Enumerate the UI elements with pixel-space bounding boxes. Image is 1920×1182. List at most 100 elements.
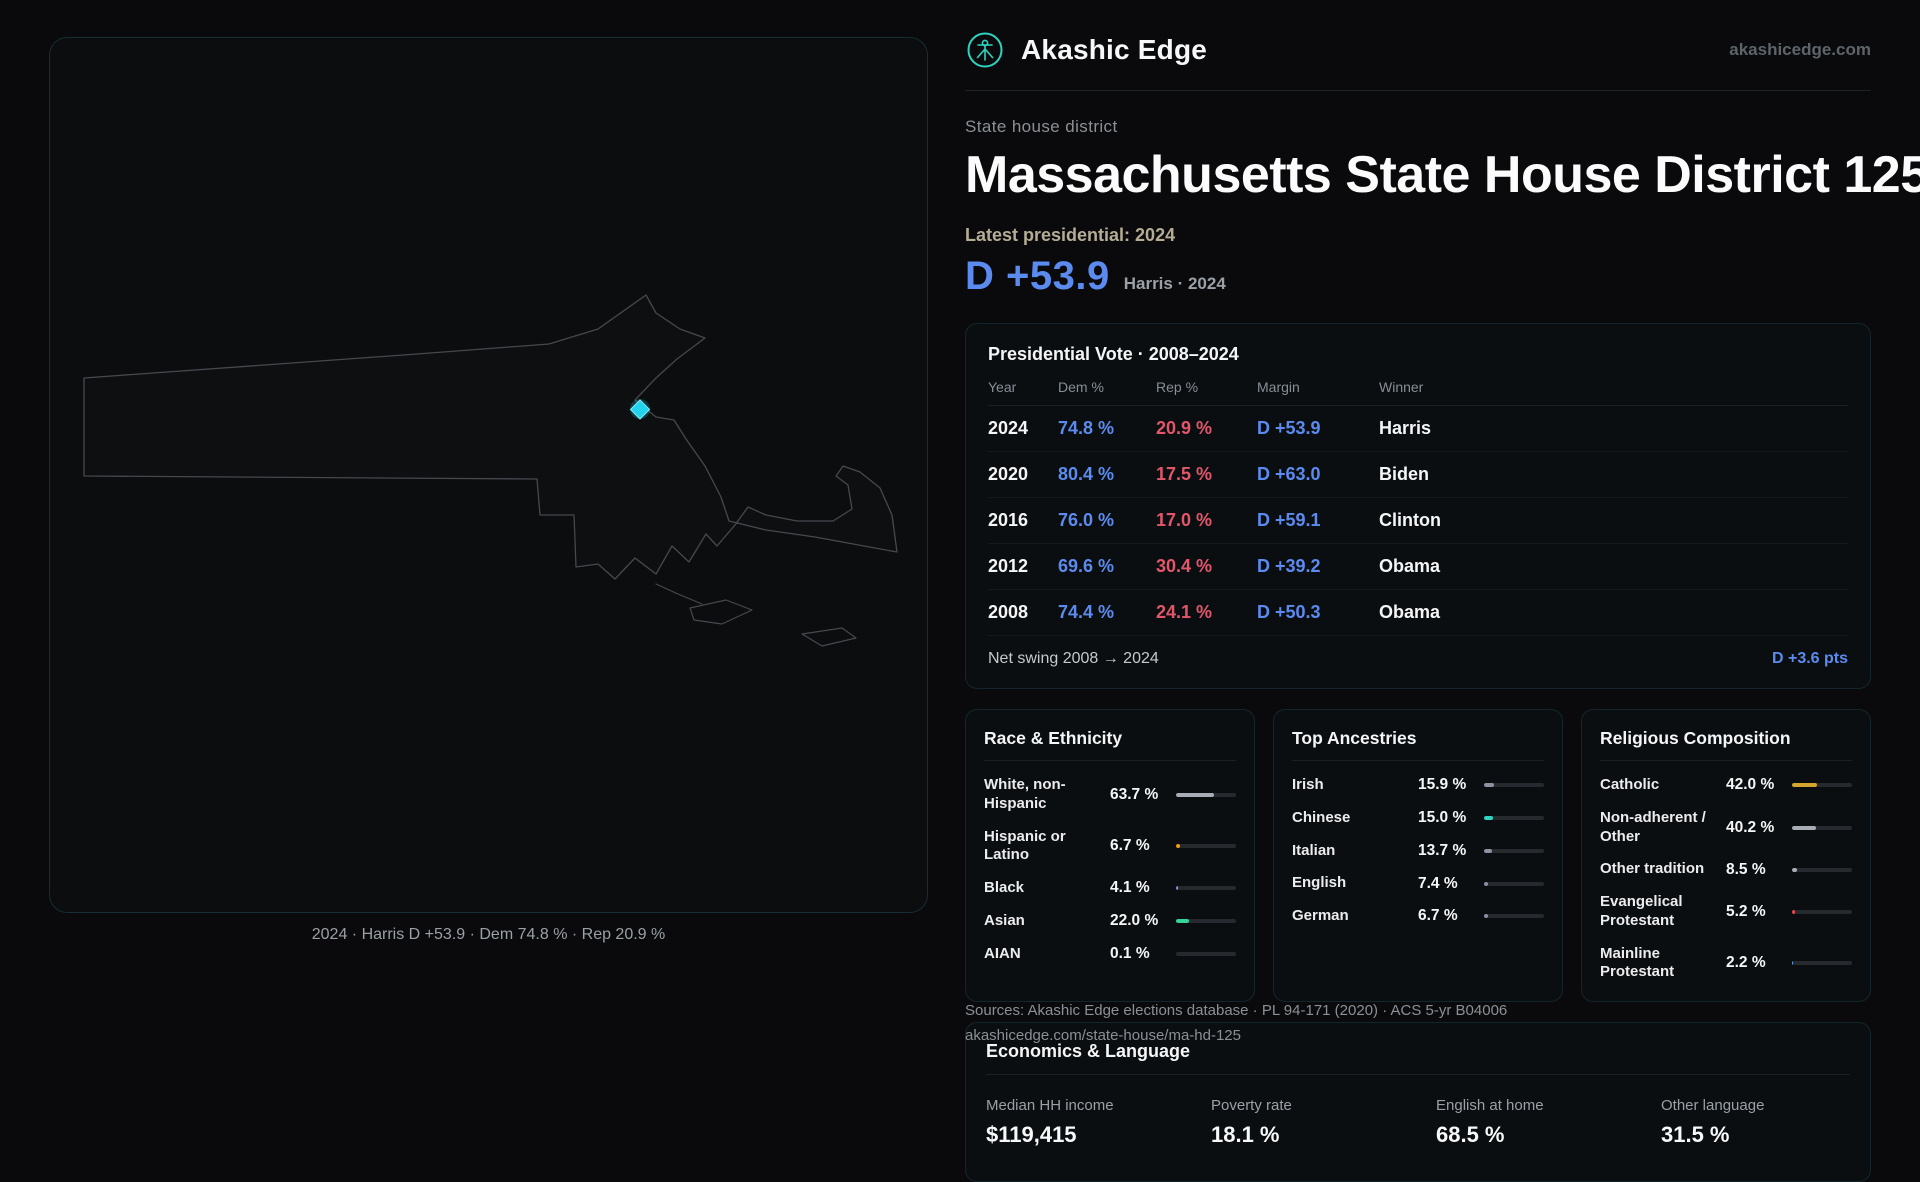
- cell-dem-pct: 74.8 %: [1058, 418, 1115, 438]
- table-row: 2008 74.4 % 24.1 % D +50.3 Obama: [988, 590, 1848, 636]
- col-winner: Winner: [1379, 379, 1424, 395]
- stat-label: Non-adherent / Other: [1600, 808, 1706, 845]
- econ-stat-label: Median HH income: [986, 1097, 1114, 1114]
- cell-margin: D +39.2: [1257, 556, 1321, 576]
- stat-label: AIAN: [984, 944, 1021, 962]
- cell-rep-pct: 30.4 %: [1156, 556, 1213, 576]
- stat-row: Evangelical Protestant 5.2 %: [1600, 886, 1852, 938]
- cell-winner: Clinton: [1379, 510, 1441, 530]
- table-row: 2024 74.8 % 20.9 % D +53.9 Harris: [988, 406, 1848, 452]
- col-dem: Dem %: [1058, 379, 1104, 395]
- stat-bar: [1484, 816, 1544, 821]
- cell-year: 2020: [988, 464, 1029, 484]
- stat-value: 6.7 %: [1110, 837, 1150, 855]
- cell-dem-pct: 69.6 %: [1058, 556, 1115, 576]
- cell-winner: Harris: [1379, 418, 1432, 438]
- economics-stats-grid: Median HH income $119,415 Poverty rate 1…: [986, 1097, 1850, 1148]
- presidential-card-title: Presidential Vote · 2008–2024: [988, 344, 1239, 364]
- presidential-vote-card: Presidential Vote · 2008–2024 Year Dem %…: [965, 323, 1871, 689]
- cell-dem-pct: 74.4 %: [1058, 602, 1115, 622]
- cell-margin: D +50.3: [1257, 602, 1321, 622]
- stat-bar: [1176, 844, 1236, 849]
- stat-value: 6.7 %: [1418, 907, 1458, 925]
- cell-dem-pct: 76.0 %: [1058, 510, 1115, 530]
- source-url: akashicedge.com/state-house/ma-hd-125: [965, 1027, 1241, 1044]
- stat-bar: [1484, 783, 1544, 788]
- stat-row: White, non-Hispanic 63.7 %: [984, 769, 1236, 821]
- headline-margin: D +53.9 Harris · 2024: [965, 254, 1871, 299]
- state-outline: [83, 294, 898, 580]
- marthas-vineyard-outline: [689, 599, 753, 625]
- latest-presidential-label: Latest presidential: 2024: [965, 225, 1176, 245]
- stat-row: Mainline Protestant 2.2 %: [1600, 938, 1852, 990]
- stat-value: 63.7 %: [1110, 785, 1159, 803]
- table-header-row: Year Dem % Rep % Margin Winner: [988, 379, 1848, 406]
- stat-value: 40.2 %: [1726, 818, 1775, 836]
- stat-bar: [1176, 951, 1236, 956]
- stat-bar: [1792, 961, 1852, 966]
- stat-value: 13.7 %: [1418, 841, 1467, 859]
- stat-label: Mainline Protestant: [1600, 944, 1675, 981]
- net-swing-label: Net swing 2008 → 2024: [988, 650, 1159, 667]
- stat-label: Asian: [984, 911, 1025, 929]
- demographics-row: Race & Ethnicity White, non-Hispanic 63.…: [965, 709, 1871, 1002]
- stat-bar: [1792, 783, 1852, 788]
- stat-value: 0.1 %: [1110, 944, 1150, 962]
- col-margin: Margin: [1257, 379, 1300, 395]
- cell-margin: D +53.9: [1257, 418, 1321, 438]
- cell-year: 2024: [988, 418, 1029, 438]
- headline-margin-context: Harris · 2024: [1123, 274, 1226, 293]
- stat-label: Evangelical Protestant: [1600, 893, 1683, 929]
- presidential-table: Year Dem % Rep % Margin Winner 2024 74.8…: [988, 379, 1848, 678]
- elizabeth-islands-outline: [655, 583, 703, 605]
- cell-dem-pct: 80.4 %: [1058, 464, 1115, 484]
- district-map-panel: [49, 37, 928, 913]
- stat-value: 5.2 %: [1726, 902, 1766, 920]
- stat-value: 22.0 %: [1110, 912, 1159, 930]
- district-marker: [629, 399, 651, 420]
- stat-row: Asian 22.0 %: [984, 905, 1236, 938]
- sources-line: Sources: Akashic Edge elections database…: [965, 1002, 1508, 1019]
- stat-row: Catholic 42.0 %: [1600, 769, 1852, 802]
- stat-value: 7.4 %: [1418, 874, 1458, 892]
- cell-year: 2016: [988, 510, 1029, 530]
- econ-stat-value: $119,415: [986, 1122, 1077, 1147]
- stat-bar: [1484, 881, 1544, 886]
- cell-margin: D +59.1: [1257, 510, 1321, 530]
- cell-margin: D +63.0: [1257, 464, 1321, 484]
- stat-value: 42.0 %: [1726, 776, 1775, 794]
- table-row: 2020 80.4 % 17.5 % D +63.0 Biden: [988, 452, 1848, 498]
- econ-stat: English at home 68.5 %: [1436, 1097, 1661, 1148]
- brand-domain: akashicedge.com: [1729, 40, 1871, 59]
- cell-winner: Obama: [1379, 556, 1441, 576]
- econ-stat: Median HH income $119,415: [986, 1097, 1211, 1148]
- stat-row: Chinese 15.0 %: [1292, 802, 1544, 835]
- stat-label: Irish: [1292, 776, 1324, 793]
- religion-card-title: Religious Composition: [1600, 728, 1852, 761]
- site-header: Akashic Edge akashicedge.com: [965, 30, 1871, 91]
- econ-stat-label: English at home: [1436, 1097, 1544, 1114]
- stat-row: Other tradition 8.5 %: [1600, 853, 1852, 886]
- brand-name: Akashic Edge: [1021, 34, 1208, 65]
- akashic-edge-logo-icon: [967, 32, 1003, 68]
- stat-bar: [1484, 914, 1544, 919]
- stat-bar: [1484, 848, 1544, 853]
- stat-value: 2.2 %: [1726, 954, 1766, 972]
- stat-bar: [1792, 867, 1852, 872]
- econ-stat-label: Poverty rate: [1211, 1097, 1292, 1114]
- cell-winner: Biden: [1379, 464, 1430, 484]
- race-card-title: Race & Ethnicity: [984, 728, 1236, 761]
- table-row: 2012 69.6 % 30.4 % D +39.2 Obama: [988, 544, 1848, 590]
- col-rep: Rep %: [1156, 379, 1199, 395]
- stat-row: German 6.7 %: [1292, 900, 1544, 933]
- nantucket-outline: [801, 627, 857, 647]
- econ-stat: Other language 31.5 %: [1661, 1097, 1850, 1148]
- stat-row: Irish 15.9 %: [1292, 769, 1544, 802]
- district-type-eyebrow: State house district: [965, 117, 1118, 136]
- stat-bar: [1176, 792, 1236, 797]
- stat-row: Hispanic or Latino 6.7 %: [984, 821, 1236, 873]
- stat-label: Catholic: [1600, 776, 1660, 793]
- stat-label: Other tradition: [1600, 860, 1705, 878]
- stat-value: 15.9 %: [1418, 776, 1467, 794]
- econ-stat-value: 18.1 %: [1211, 1122, 1280, 1147]
